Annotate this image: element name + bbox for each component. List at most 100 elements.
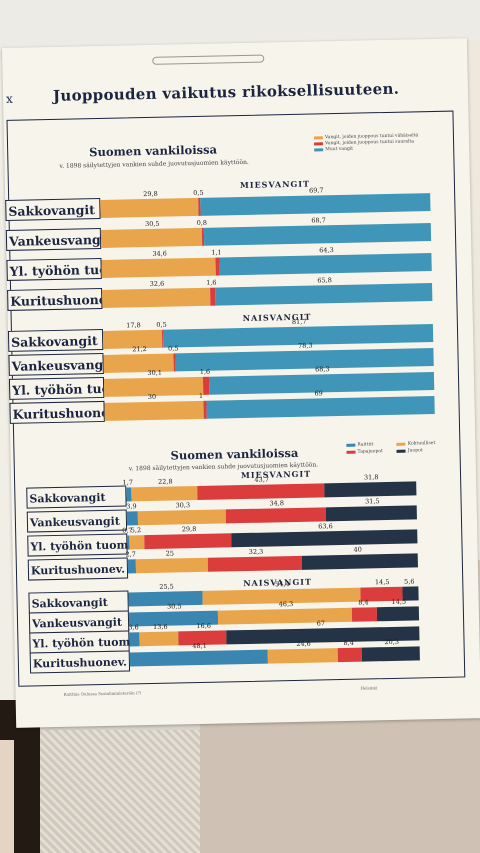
value-label: 5,6 [404,577,415,586]
value-label: 31,5 [365,497,380,506]
poster-title: Juoppouden vaikutus rikoksellisuuteen. [52,79,400,105]
bar-segment [267,648,338,664]
legend-swatch [396,442,406,446]
bar-segment [102,287,211,308]
value-label: 29,8 [143,189,158,199]
value-label: 25,5 [159,582,174,591]
bar-segment [129,535,145,550]
bar-segment [129,632,140,647]
value-label: 0,5 [193,188,204,198]
value-label: 64,3 [319,246,334,255]
value-label: 32,6 [149,279,165,288]
bar-segment [139,631,180,647]
row-label: Yl. työhön tuom. [27,533,128,557]
value-label: 69,7 [308,186,324,195]
bar-segment [104,400,204,421]
bar-segment [126,511,139,526]
person-foot [0,740,14,853]
row-label: Vankeusvangit [8,352,104,376]
value-label: 17,8 [126,321,141,330]
value-label: 30,1 [147,368,163,378]
bar-segment [129,649,268,667]
group-label: MIESVANGIT [240,468,312,481]
value-label: 81,7 [291,317,307,326]
legend-label: Raittiit [357,442,374,448]
bar-segment [225,507,327,524]
bar-segment [100,227,202,248]
legend-swatch [346,450,356,454]
value-label: 34,8 [269,499,285,508]
footer-left: Raittius Oulussa Sosialiministeriön (?) [63,690,142,697]
value-label: 30,5 [144,219,160,229]
value-label: 65,8 [317,276,332,285]
bar-segment [301,553,418,570]
value-label: 1,1 [211,248,222,257]
value-label: 8,4 [343,638,354,647]
legend-label: Juopot [407,448,423,454]
value-label: 68,7 [311,216,326,225]
value-label: 0,5 [156,320,167,329]
group-label: MIESVANGIT [239,178,311,191]
bar-segment [352,607,377,622]
section1-legend: Vangit, joiden juoppous tuntui vähäiselt… [313,133,419,153]
value-label: 43,7 [254,475,270,484]
value-label: 0,8 [196,218,208,227]
row-label: Yl. työhön tuom. [8,376,105,400]
value-label: 14,5 [374,578,390,587]
value-label: 3,9 [126,502,137,511]
row-label: Sakkovangit [7,328,104,352]
bar-segment [337,647,362,663]
rug [15,730,205,853]
legend-swatch [396,449,406,453]
value-label: 30,3 [175,501,191,510]
value-label: 29,8 [181,525,197,534]
footer-right: Helsinki [360,685,378,691]
poster: x Juoppouden vaikutus rikoksellisuuteen.… [2,38,480,728]
row-label: Yl. työhön tuom. [6,257,102,281]
section2-legend: Raittiit Kohtuulliset Tapajuopot Juopot [346,441,435,456]
row-label: Kuritushuonev. [9,400,105,424]
bar-segment [135,557,209,574]
value-label: 21,2 [132,345,147,354]
row-label: Kuritushuonev. [27,557,129,581]
value-label: 63,6 [318,522,333,531]
value-label: 22,8 [158,477,173,486]
value-label: 16,6 [196,621,212,631]
value-label: 48,1 [192,641,207,651]
legend-item: Raittiit [346,442,382,448]
legend-label: Kohtuulliset [407,441,436,447]
value-label: 3,6 [128,623,139,632]
value-label: 34,6 [152,249,167,258]
value-label: 68,3 [315,365,330,374]
value-label: 0,5 [168,344,179,353]
row-label: Vankeusvangit [26,509,128,533]
bar-segment [323,481,417,498]
bar-segment [103,353,174,373]
bar-segment [128,590,203,607]
bar-segment [137,509,226,526]
section2-title: Suomen vankiloissa [170,445,299,463]
value-label: 8,4 [358,598,369,607]
value-label: 46,3 [278,600,294,609]
bar-segment [131,486,198,502]
legend-item: Muut vangit [314,145,418,152]
value-label: 31,8 [363,473,379,482]
bar-segment [208,555,302,572]
poster-hanger [152,54,265,65]
row-label: Sakkovangit [26,485,127,509]
legend-label: Tapajuopot [357,449,383,455]
value-label: 1,7 [122,478,134,487]
value-label: 24,6 [296,639,311,648]
poster-number: x [5,91,13,106]
legend-swatch [346,443,356,447]
row-label: Kuritushuonev. [7,287,103,311]
value-label: 25 [165,549,175,558]
value-label: 40 [353,545,362,554]
bar-segment [144,533,232,550]
value-label: 1,6 [206,278,217,287]
value-label: 69 [314,389,323,398]
row-label: Vankeusvangit [5,227,102,251]
bar-segment [217,607,353,625]
legend-item: Kohtuulliset [396,441,436,447]
